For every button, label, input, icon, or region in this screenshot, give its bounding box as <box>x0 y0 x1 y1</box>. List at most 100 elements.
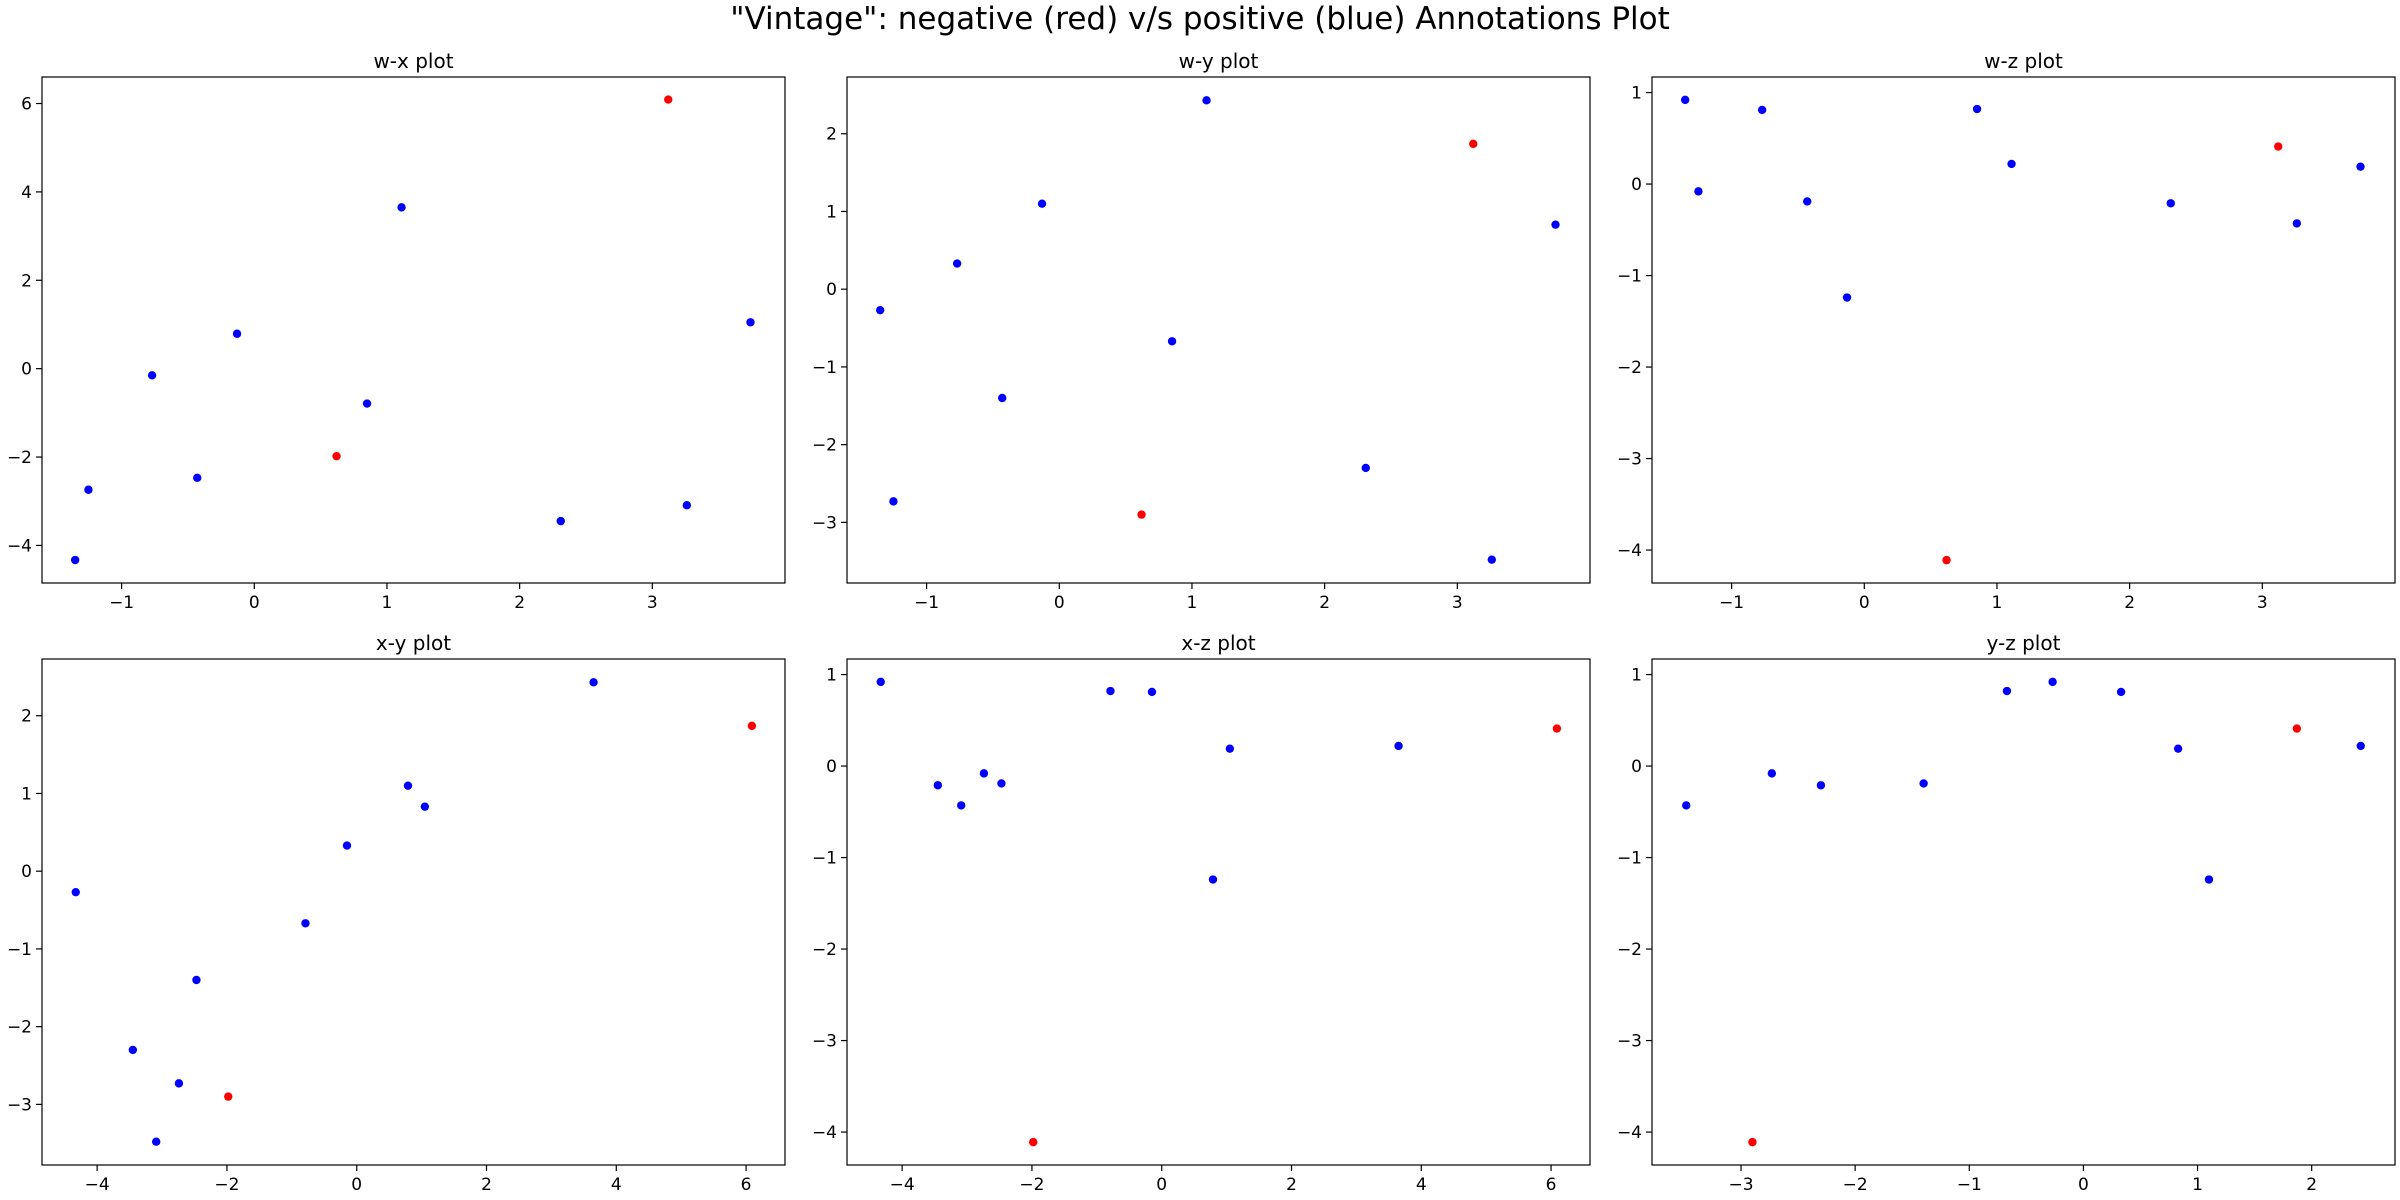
data-point-positive <box>2173 744 2183 753</box>
y-tick-label: 0 <box>21 360 32 380</box>
subplot-title: w-x plot <box>373 49 453 73</box>
y-tick-label: −2 <box>812 940 837 960</box>
x-tick-label: 0 <box>351 1175 362 1195</box>
x-tick-label: 6 <box>741 1175 752 1195</box>
data-point-positive <box>84 485 93 494</box>
data-point-positive <box>147 371 157 380</box>
x-tick-label: 0 <box>249 593 260 613</box>
data-point-positive <box>998 393 1007 403</box>
y-tick-label: −1 <box>7 940 32 960</box>
x-tick-label: −3 <box>1728 1175 1753 1195</box>
data-point-negative <box>1469 139 1478 149</box>
x-tick-label: −1 <box>1957 1175 1982 1195</box>
x-tick-label: 1 <box>1187 593 1198 613</box>
data-point-positive <box>2356 162 2365 171</box>
subplot-title: w-y plot <box>1179 49 1259 73</box>
subplot-title: w-z plot <box>1984 49 2063 73</box>
data-point-negative <box>2274 142 2283 151</box>
subplot-x-z-plot: x-z plot −4 −2 0 2 4 6 −4 −3 −2 −1 0 1 <box>812 631 1591 1195</box>
data-point-positive <box>2356 741 2365 751</box>
data-point-positive <box>1551 220 1560 229</box>
data-point-positive <box>1208 875 1218 884</box>
y-tick-label: −2 <box>1617 940 1642 960</box>
y-tick-label: −1 <box>812 849 837 869</box>
data-point-negative <box>1552 724 1562 733</box>
data-point-negative <box>1029 1137 1038 1147</box>
data-point-positive <box>128 1045 138 1055</box>
x-tick-label: 2 <box>514 593 525 613</box>
data-point-positive <box>2048 677 2057 687</box>
x-tick-label: 4 <box>1416 1175 1427 1195</box>
x-tick-label: 0 <box>1156 1175 1167 1195</box>
x-tick-label: 2 <box>1286 1175 1297 1195</box>
x-tick-label: 3 <box>2257 593 2268 613</box>
y-tick-label: 6 <box>21 95 32 115</box>
data-point-positive <box>952 259 962 268</box>
y-tick-label: −1 <box>812 358 837 378</box>
x-tick-label: 3 <box>1452 593 1463 613</box>
axes-frame <box>41 76 786 584</box>
data-point-positive <box>2166 199 2175 208</box>
y-tick-label: 1 <box>826 666 837 686</box>
data-point-positive <box>70 555 80 565</box>
figure-title: "Vintage": negative (red) v/s positive (… <box>730 1 1670 37</box>
subplot-w-x-plot: w-x plot −1 0 1 2 3 −4 −2 0 2 4 6 <box>7 49 786 613</box>
x-tick-label: 2 <box>481 1175 492 1195</box>
x-tick-label: 0 <box>1859 593 1870 613</box>
x-tick-label: −1 <box>914 593 939 613</box>
data-point-negative <box>664 95 673 104</box>
x-tick-label: −4 <box>890 1175 915 1195</box>
x-tick-label: 1 <box>382 593 393 613</box>
data-point-positive <box>1757 105 1767 115</box>
x-tick-label: −1 <box>109 593 134 613</box>
data-point-positive <box>192 975 201 985</box>
axes-frame <box>846 76 1591 584</box>
y-tick-label: 1 <box>1631 84 1642 104</box>
x-tick-label: 6 <box>1546 1175 1557 1195</box>
x-tick-label: −2 <box>1843 1175 1868 1195</box>
y-tick-label: 0 <box>826 280 837 300</box>
data-point-positive <box>2007 159 2016 169</box>
data-point-negative <box>224 1092 233 1101</box>
y-tick-label: 0 <box>1631 175 1642 195</box>
data-point-positive <box>71 887 80 897</box>
y-tick-label: 0 <box>21 862 32 882</box>
data-point-positive <box>1167 337 1177 346</box>
data-point-positive <box>957 801 966 810</box>
data-point-positive <box>876 677 885 687</box>
data-point-positive <box>1816 781 1826 790</box>
y-tick-label: 1 <box>21 784 32 804</box>
y-tick-label: −3 <box>7 1095 32 1115</box>
data-point-positive <box>1972 104 1982 114</box>
data-point-positive <box>2002 686 2012 696</box>
data-point-positive <box>556 516 565 526</box>
data-point-positive <box>1694 187 1703 196</box>
data-point-positive <box>342 841 352 850</box>
x-tick-label: −4 <box>85 1175 110 1195</box>
data-point-negative <box>1748 1137 1757 1147</box>
data-point-positive <box>174 1079 184 1088</box>
data-point-positive <box>403 781 413 790</box>
data-point-positive <box>746 318 755 327</box>
x-tick-label: 1 <box>1992 593 2003 613</box>
y-tick-label: −1 <box>1617 849 1642 869</box>
data-point-positive <box>1202 96 1211 105</box>
y-tick-label: −2 <box>7 448 32 468</box>
data-point-positive <box>1682 801 1691 810</box>
y-tick-label: 1 <box>1631 666 1642 686</box>
y-tick-label: −4 <box>812 1123 837 1143</box>
data-point-negative <box>1942 555 1951 565</box>
x-tick-label: 0 <box>1054 593 1065 613</box>
y-tick-label: 0 <box>826 757 837 777</box>
data-point-positive <box>1803 197 1812 206</box>
y-tick-label: −2 <box>7 1018 32 1038</box>
data-point-positive <box>979 769 989 778</box>
axes-frame <box>1651 76 2396 584</box>
data-point-positive <box>1767 769 1777 778</box>
subplot-w-y-plot: w-y plot −1 0 1 2 3 −3 −2 −1 0 1 2 <box>812 49 1591 613</box>
data-point-positive <box>933 781 943 790</box>
data-point-positive <box>397 203 406 212</box>
y-tick-label: 0 <box>1631 757 1642 777</box>
data-point-positive <box>1487 555 1497 564</box>
